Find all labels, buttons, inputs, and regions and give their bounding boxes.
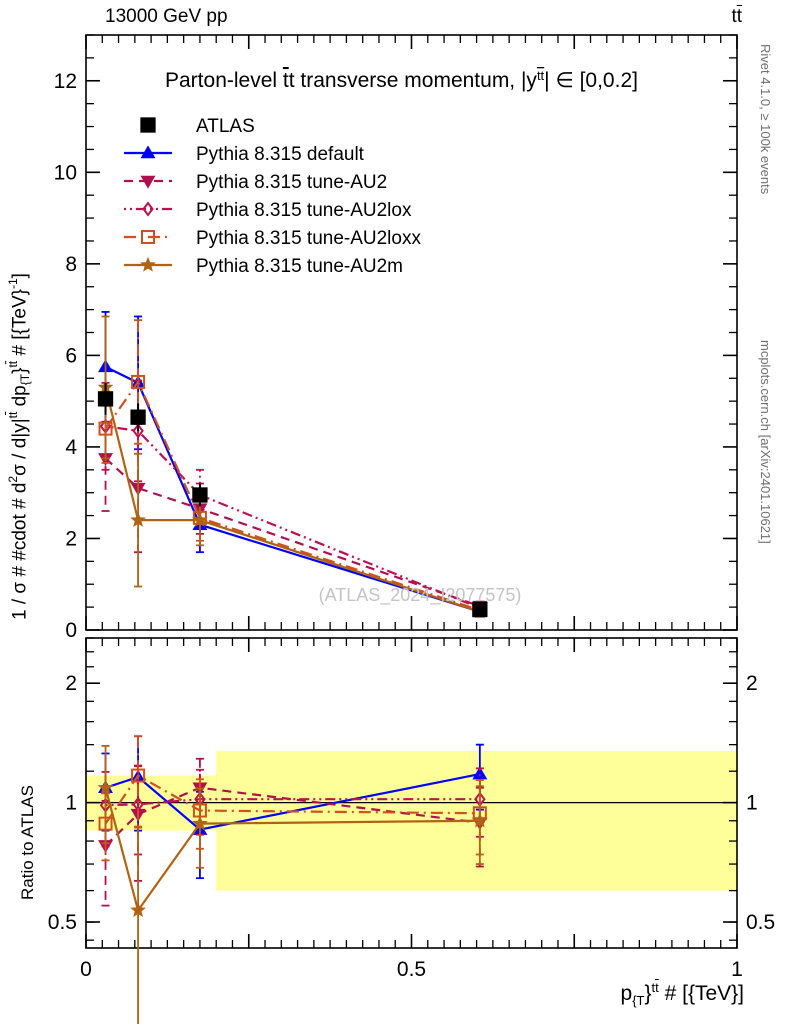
ytick-label: 12 <box>54 70 77 93</box>
ytick-label: 4 <box>65 436 77 459</box>
xtick-label: 0 <box>80 958 92 981</box>
marker-square <box>140 117 156 133</box>
xtick-label: 0.5 <box>397 958 426 981</box>
legend-label: ATLAS <box>196 116 255 137</box>
ratio-series-pythia-8-315-tune-au2m <box>97 744 488 1024</box>
legend-entry-4[interactable]: Pythia 8.315 tune-AU2loxx <box>124 228 421 249</box>
header-left: 13000 GeV pp <box>105 6 228 27</box>
series-line <box>105 365 481 613</box>
marker-square <box>97 391 114 407</box>
ytick-label: 0.5 <box>48 911 77 934</box>
marker-triangle-down <box>140 175 156 189</box>
errorbar <box>134 735 143 828</box>
marker-star <box>192 511 208 527</box>
marker-open-square <box>141 230 155 244</box>
marker-open-square <box>131 374 146 389</box>
errorbar <box>475 785 484 865</box>
marker-open-square <box>131 768 146 783</box>
marker-square <box>192 487 208 503</box>
marker-diamond <box>142 201 154 217</box>
marker-diamond <box>132 423 144 439</box>
legend-label: Pythia 8.315 tune-AU2 <box>196 172 387 193</box>
watermark: (ATLAS_2024_I2077575) <box>319 585 522 606</box>
ytick-label: 0 <box>65 619 77 642</box>
header-right: tt <box>731 6 742 27</box>
marker-star <box>192 815 208 831</box>
marker-square <box>472 601 488 618</box>
marker-star <box>130 511 146 527</box>
legend-entry-1[interactable]: Pythia 8.315 default <box>124 144 365 165</box>
plot-title: Parton-level tt transverse momentum, |yt… <box>165 68 638 93</box>
ytick-label: 1 <box>65 792 77 815</box>
series-line <box>104 457 481 608</box>
errorbar <box>134 826 143 1024</box>
ytick-label-right: 1 <box>746 792 758 815</box>
errorbar <box>195 787 204 869</box>
ytick-label: 8 <box>65 253 77 276</box>
ytick-label: 10 <box>54 161 77 184</box>
main-series-pythia-8-315-tune-au2m <box>97 315 488 619</box>
ytick-label-right: 0.5 <box>746 911 775 934</box>
legend-label: Pythia 8.315 default <box>196 144 365 165</box>
main-series-atlas <box>97 382 488 618</box>
ytick-label: 2 <box>65 672 77 695</box>
series-line <box>105 773 481 831</box>
ytick-label: 2 <box>65 527 77 550</box>
series-line <box>104 786 480 847</box>
legend-entry-5[interactable]: Pythia 8.315 tune-AU2m <box>124 256 403 277</box>
series-line <box>104 379 481 612</box>
xtick-label: 1 <box>731 958 743 981</box>
legend-label: Pythia 8.315 tune-AU2m <box>196 256 403 277</box>
main-series-pythia-8-315-tune-au2lox <box>99 379 486 616</box>
marker-star <box>471 812 488 828</box>
main-series-pythia-8-315-default <box>98 311 488 618</box>
errorbar <box>101 744 110 845</box>
series-line <box>104 787 480 913</box>
main-panel-frame <box>85 34 738 631</box>
series-line <box>105 425 481 610</box>
legend-label: Pythia 8.315 tune-AU2loxx <box>196 228 421 249</box>
series-line <box>105 798 480 807</box>
marker-square <box>130 409 146 425</box>
xaxis-label: p{T}tt # [{TeV}] <box>620 980 744 1009</box>
marker-star <box>130 902 146 918</box>
marker-star <box>97 779 114 795</box>
marker-star <box>140 256 156 272</box>
ytick-label-right: 2 <box>746 672 758 695</box>
marker-triangle-up <box>472 766 488 780</box>
main-series-pythia-8-315-tune-au2loxx <box>98 319 487 618</box>
legend-entry-3[interactable]: Pythia 8.315 tune-AU2lox <box>124 200 412 221</box>
ytick-label: 6 <box>65 344 77 367</box>
legend-entry-2[interactable]: Pythia 8.315 tune-AU2 <box>124 172 387 193</box>
marker-triangle-up <box>140 145 156 159</box>
legend-label: Pythia 8.315 tune-AU2lox <box>196 200 412 221</box>
series-line <box>104 774 480 825</box>
mcplots-info-label: mcplots.cern.ch [arXiv:2401.10621] <box>758 340 773 544</box>
legend-entry-0[interactable]: ATLAS <box>140 116 255 137</box>
main-series-pythia-8-315-tune-au2 <box>98 404 488 614</box>
series-line <box>104 387 481 613</box>
rivet-info-label: Rivet 4.1.0, ≥ 100k events <box>758 44 773 195</box>
